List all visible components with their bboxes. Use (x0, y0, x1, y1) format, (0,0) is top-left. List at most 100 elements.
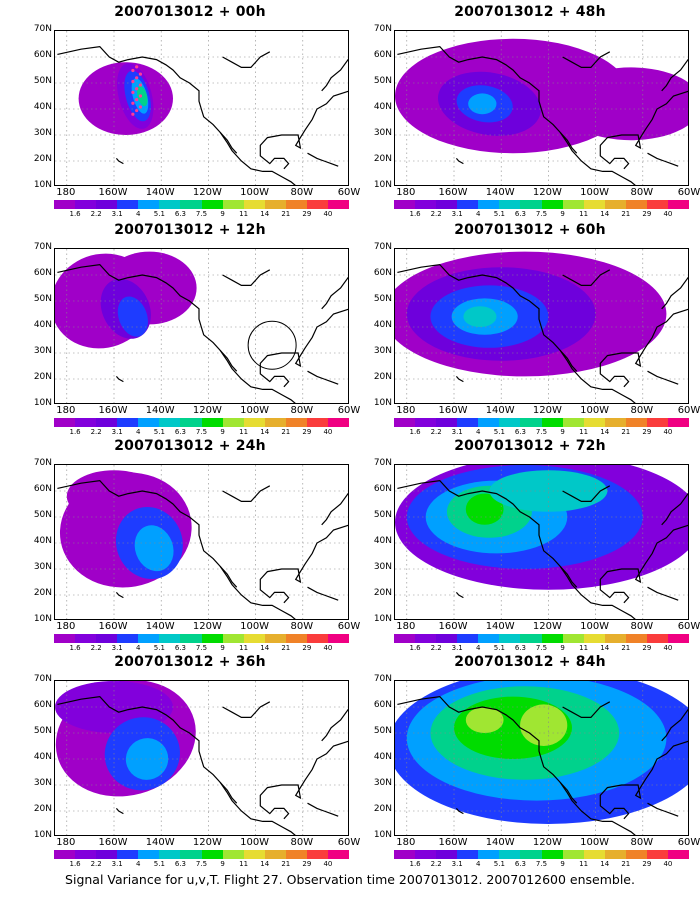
colorbar-label: 7.5 (535, 210, 548, 218)
map-svg (55, 31, 348, 185)
colorbar-label: 21 (281, 428, 291, 436)
colorbar-label: 29 (642, 210, 652, 218)
coastline (397, 263, 636, 403)
lat-label: 30N (373, 128, 392, 138)
colorbar-swatch (75, 200, 97, 209)
colorbar-swatch (138, 418, 160, 427)
colorbar-swatch (415, 850, 437, 859)
colorbar-label: 1.6 (409, 428, 421, 436)
lat-label: 10N (33, 614, 52, 624)
coastline (647, 370, 679, 385)
colorbar-swatch (117, 850, 139, 859)
lat-label: 70N (373, 458, 392, 468)
coastline (259, 90, 348, 170)
colorbar-swatch (201, 850, 223, 859)
coastline (259, 308, 348, 388)
lat-label: 20N (33, 372, 52, 382)
colorbar-swatch (306, 418, 329, 427)
lon-label: 160W (98, 837, 128, 848)
lat-label: 70N (373, 674, 392, 684)
map-panel-p84: 2007013012 + 84h 70N 60N 50N 40N 30N 20N 10N 180… (360, 650, 700, 870)
coastline (599, 308, 688, 388)
lon-label: 60W (337, 837, 361, 848)
panel-title: 2007013012 + 00h (114, 4, 266, 20)
lat-label: 40N (33, 536, 52, 546)
colorbar-label: 5.1 (493, 210, 505, 218)
lat-label: 20N (33, 804, 52, 814)
colorbar-swatch (499, 200, 521, 209)
colorbar-swatch (159, 418, 181, 427)
lat-label: 50N (373, 510, 392, 520)
colorbar-swatch (243, 850, 265, 859)
colorbar-label: 1.6 (69, 210, 81, 218)
lat-label: 30N (373, 346, 392, 356)
colorbar-label: 2.2 (430, 428, 442, 436)
map-svg (55, 465, 348, 619)
colorbar-swatch (285, 200, 307, 209)
panel-title: 2007013012 + 84h (454, 654, 606, 670)
colorbar-label: 3.1 (111, 860, 123, 868)
map-svg (395, 465, 688, 619)
colorbar-swatch (562, 634, 584, 643)
lat-label: 60N (373, 484, 392, 494)
colorbar-swatch (583, 850, 605, 859)
lat-label: 10N (373, 614, 392, 624)
panel-title: 2007013012 + 36h (114, 654, 266, 670)
coastline (57, 695, 296, 835)
lon-label: 100W (240, 621, 270, 632)
colorbar-swatch (394, 850, 416, 859)
colorbar-swatch (583, 200, 605, 209)
map-panel-p12: 2007013012 + 12h 70N 60N 50N 40N 30N 20N 10N 180… (20, 218, 361, 438)
coastline (562, 51, 611, 69)
coastline (115, 158, 124, 165)
colorbar-swatch (499, 850, 521, 859)
colorbar (394, 418, 690, 427)
colorbar-label: 21 (281, 644, 291, 652)
colorbar-swatch (520, 200, 542, 209)
lat-label: 40N (33, 320, 52, 330)
lon-label: 120W (532, 187, 562, 198)
colorbar-label: 40 (323, 860, 333, 868)
map-panel-p36: 2007013012 + 36h 70N 60N 50N 40N 30N 20N 10N 180… (20, 650, 361, 870)
colorbar-swatch (668, 200, 690, 209)
lon-label: 100W (240, 187, 270, 198)
lat-label: 10N (373, 398, 392, 408)
colorbar-label: 4 (136, 860, 141, 868)
lat-label: 20N (373, 588, 392, 598)
lat-label: 60N (33, 50, 52, 60)
coastline (115, 376, 124, 383)
colorbar-swatch (394, 200, 416, 209)
lon-label: 160W (98, 187, 128, 198)
colorbar-label: 14 (600, 428, 610, 436)
colorbar-swatch (604, 850, 626, 859)
colorbar-swatch (520, 418, 542, 427)
colorbar-label: 11 (579, 860, 589, 868)
lon-label: 60W (337, 187, 361, 198)
colorbar-label: 4 (476, 428, 481, 436)
coastline (219, 565, 238, 588)
observation-point (131, 112, 135, 116)
colorbar-label: 5.1 (153, 644, 165, 652)
coastline (661, 276, 688, 310)
lat-label: 10N (373, 180, 392, 190)
lon-label: 100W (240, 837, 270, 848)
colorbar-swatch (499, 634, 521, 643)
colorbar-swatch (222, 418, 244, 427)
colorbar-swatch (668, 850, 690, 859)
lon-label: 80W (290, 187, 314, 198)
lon-label: 140W (145, 405, 175, 416)
colorbar-label: 7.5 (535, 860, 548, 868)
colorbar-swatch (541, 418, 563, 427)
panel-title: 2007013012 + 60h (454, 222, 606, 238)
lat-label: 60N (33, 268, 52, 278)
lat-label: 50N (33, 76, 52, 86)
colorbar-label: 11 (239, 644, 249, 652)
colorbar-label: 11 (239, 860, 249, 868)
colorbar-swatch (415, 634, 437, 643)
colorbar-swatch (668, 634, 690, 643)
variance-map (54, 464, 349, 620)
colorbar-label: 14 (260, 210, 270, 218)
colorbar-swatch (180, 850, 202, 859)
coastline (321, 276, 348, 310)
lon-label: 180 (396, 621, 416, 632)
